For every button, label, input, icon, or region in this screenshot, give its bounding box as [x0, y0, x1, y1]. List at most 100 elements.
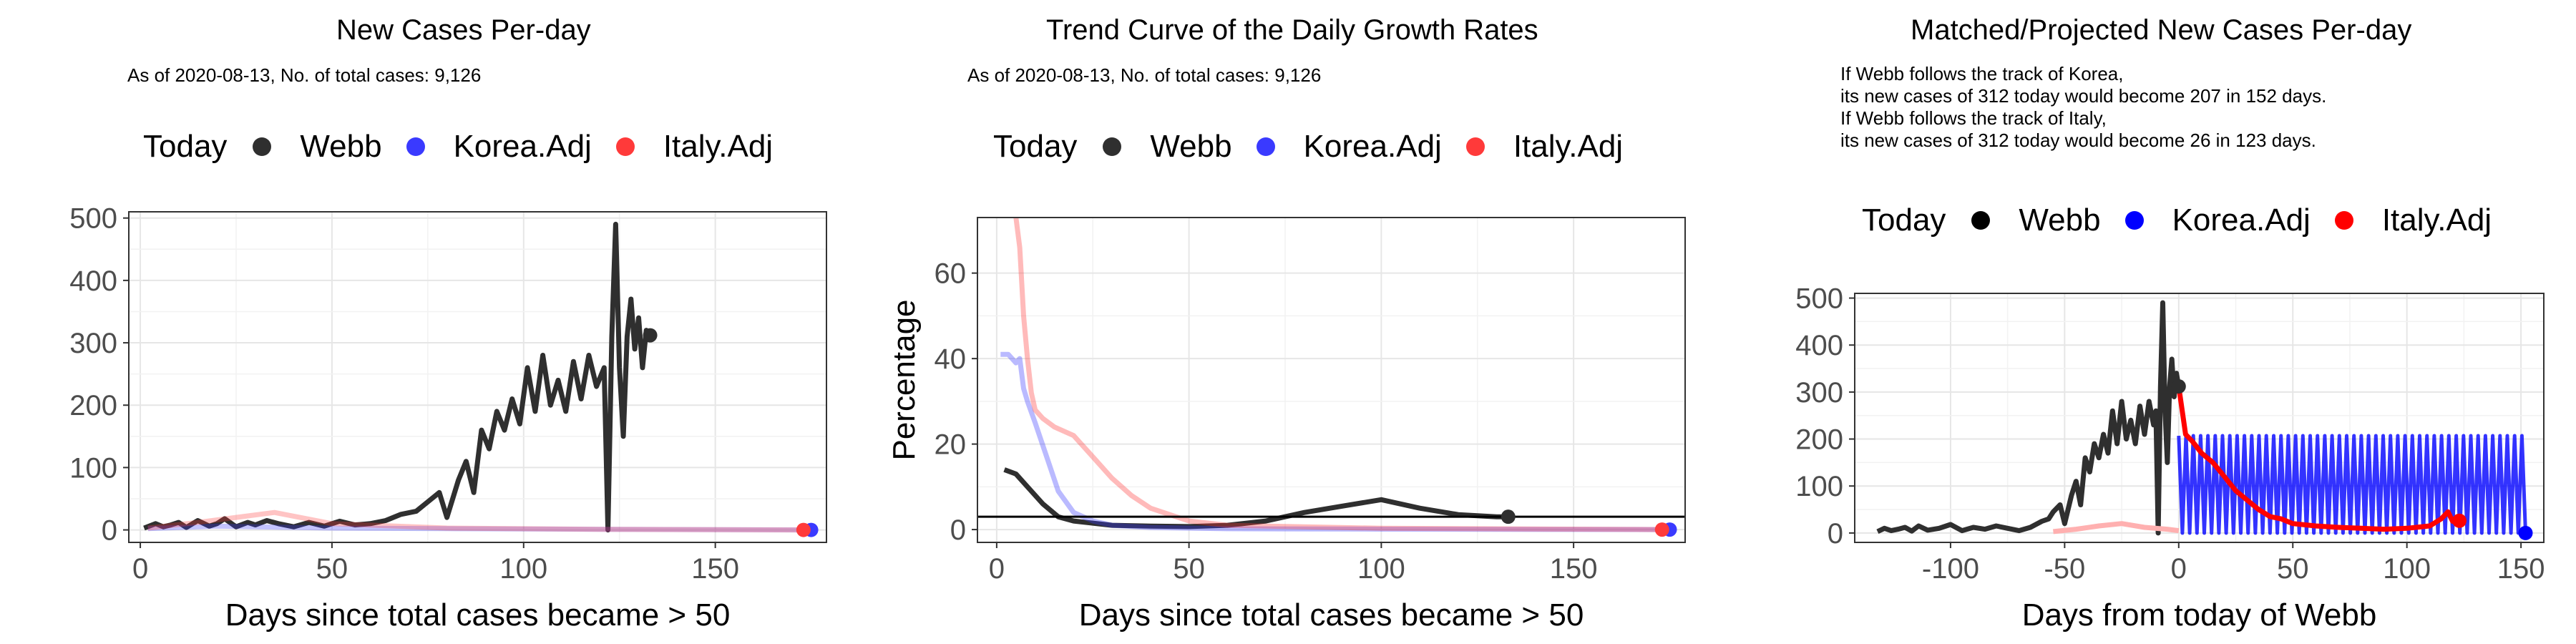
series-group	[1000, 218, 1670, 532]
legend-dot	[1971, 211, 1991, 230]
legend-label: Webb	[300, 129, 382, 164]
y-tick-label: 100	[69, 452, 117, 484]
legend-item-webb: Webb	[1971, 203, 2101, 238]
series-line-italy-adj	[2176, 386, 2460, 532]
legend-label: Korea.Adj	[1303, 129, 1442, 164]
y-tick-label: 0	[1828, 518, 1843, 550]
today-point-korea-adj	[2518, 525, 2533, 540]
y-tick-label: 300	[69, 328, 117, 359]
x-axis-title: Days from today of Webb	[2022, 597, 2377, 633]
legend-dot	[1256, 137, 1275, 156]
legend-dot	[1103, 137, 1122, 156]
series-line-italy-adj-history	[2053, 521, 2180, 535]
legend-item-korea: Korea.Adj	[406, 129, 592, 165]
y-tick-label: 0	[950, 514, 966, 546]
legend-item-webb: Webb	[253, 129, 382, 165]
legend-label: Korea.Adj	[453, 129, 592, 164]
series-line-webb	[1876, 300, 2182, 536]
legend-item-korea: Korea.Adj	[1256, 129, 1442, 165]
today-point-italy-adj	[2452, 513, 2467, 528]
legend-title: Today	[143, 129, 228, 164]
today-point-webb	[643, 328, 658, 343]
x-tick-label: 150	[2497, 553, 2545, 585]
series-line-webb	[143, 221, 653, 533]
x-tick-label: 150	[691, 553, 739, 585]
chart-panel-projected: Matched/Projected New Cases Per-day If W…	[1717, 0, 2576, 644]
legend-dot	[406, 137, 425, 156]
today-point-italy-adj	[796, 522, 811, 537]
chart-plot: -100 -50 0 50 100 150 0 100 200 300 400 500 Days fro…	[1795, 283, 2545, 633]
legend-label: Webb	[1150, 129, 1232, 164]
today-point-webb	[1501, 509, 1516, 525]
plot-frame	[1854, 293, 2545, 543]
note-line: its new cases of 312 today would become …	[1840, 85, 2327, 107]
y-tick-label: 200	[69, 390, 117, 421]
legend-label: Italy.Adj	[2381, 203, 2492, 238]
legend-item-italy: Italy.Adj	[1465, 129, 1624, 165]
y-tick-label: 500	[69, 203, 117, 235]
chart-note: As of 2020-08-13, No. of total cases: 9,…	[967, 64, 1322, 86]
y-axis-title: Percentage	[887, 299, 922, 460]
y-tick-label: 300	[1795, 377, 1843, 409]
chart-plot: 0 50 100 150 0 20 40 60 Days since total cases b…	[887, 217, 1686, 633]
gridlines	[977, 218, 1685, 542]
x-tick-label: 150	[1550, 553, 1598, 585]
plot-frame	[977, 217, 1686, 543]
chart-panel-growth-rates: Trend Curve of the Daily Growth Rates As…	[859, 0, 1717, 644]
chart-note: If Webb follows the track of Korea, its …	[1840, 63, 2326, 152]
gridlines	[129, 212, 826, 542]
y-tick-label: 500	[1795, 283, 1843, 315]
y-tick-label: 400	[1795, 330, 1843, 361]
legend-title: Today	[1862, 203, 1946, 238]
x-axis-title: Days since total cases became > 50	[1079, 597, 1584, 633]
chart-legend: Today Webb Korea.Adj Italy.Adj	[993, 129, 1647, 165]
x-tick-label: -50	[2044, 553, 2085, 585]
chart-panel-new-cases: New Cases Per-day As of 2020-08-13, No. …	[0, 0, 859, 644]
x-tick-label: 50	[2277, 553, 2309, 585]
legend-label: Korea.Adj	[2172, 203, 2311, 238]
series-line-korea-adj	[1000, 351, 1670, 532]
today-point-webb	[2171, 379, 2186, 394]
note-line: If Webb follows the track of Italy,	[1840, 107, 2107, 129]
legend-item-italy: Italy.Adj	[2334, 203, 2492, 238]
chart-note: As of 2020-08-13, No. of total cases: 9,…	[127, 64, 482, 86]
legend-label: Italy.Adj	[663, 129, 774, 164]
chart-plot: 0 50 100 150 0 100 200 300 400 500 Days since tota…	[69, 203, 827, 633]
chart-legend: Today Webb Korea.Adj Italy.Adj	[1862, 203, 2516, 238]
chart-title: New Cases Per-day	[336, 14, 591, 46]
y-tick-label: 400	[69, 265, 117, 297]
x-tick-label: 0	[2171, 553, 2187, 585]
legend-dot	[2334, 211, 2353, 230]
x-tick-label: -100	[1922, 553, 1979, 585]
series-line-italy-adj	[147, 509, 804, 533]
x-tick-label: 100	[2383, 553, 2431, 585]
x-tick-label: 0	[989, 553, 1005, 585]
legend-label: Webb	[2019, 203, 2101, 238]
series-group	[143, 221, 811, 533]
x-tick-label: 100	[499, 553, 547, 585]
today-point-italy-adj	[1654, 522, 1669, 537]
legend-label: Italy.Adj	[1513, 129, 1624, 164]
series-group	[1876, 300, 2527, 536]
y-tick-label: 20	[935, 429, 967, 461]
chart-title: Trend Curve of the Daily Growth Rates	[1046, 14, 1538, 46]
legend-dot	[1465, 137, 1485, 156]
y-tick-label: 60	[935, 258, 967, 290]
note-line: If Webb follows the track of Korea,	[1840, 63, 2124, 84]
y-tick-label: 100	[1795, 471, 1843, 502]
x-tick-label: 50	[1173, 553, 1205, 585]
y-tick-label: 200	[1795, 424, 1843, 456]
x-tick-label: 0	[132, 553, 148, 585]
legend-item-korea: Korea.Adj	[2124, 203, 2311, 238]
legend-dot	[253, 137, 272, 156]
series-line-korea-adj	[147, 523, 811, 533]
x-tick-label: 100	[1357, 553, 1405, 585]
legend-title: Today	[993, 129, 1078, 164]
note-line: its new cases of 312 today would become …	[1840, 130, 2316, 151]
y-tick-label: 40	[935, 343, 967, 375]
y-tick-label: 0	[102, 515, 117, 547]
legend-item-italy: Italy.Adj	[615, 129, 774, 165]
legend-dot	[2124, 211, 2144, 230]
series-line-korea-adj	[2177, 434, 2527, 535]
chart-legend: Today Webb Korea.Adj Italy.Adj	[143, 129, 797, 165]
